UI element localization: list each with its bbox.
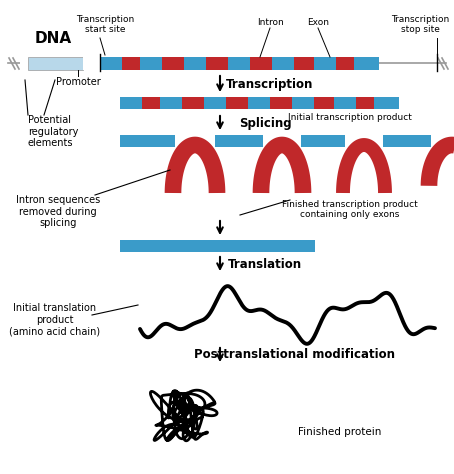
Bar bbox=[120, 135, 175, 147]
Bar bbox=[204, 97, 226, 109]
Bar bbox=[122, 57, 140, 70]
Bar bbox=[228, 57, 250, 70]
Text: Intron sequences
removed during
splicing: Intron sequences removed during splicing bbox=[16, 195, 100, 228]
Bar bbox=[226, 97, 248, 109]
Text: DNA: DNA bbox=[35, 30, 72, 46]
Bar bbox=[120, 240, 315, 252]
Bar bbox=[272, 57, 294, 70]
Bar bbox=[28, 57, 83, 70]
Bar bbox=[270, 97, 292, 109]
Bar bbox=[354, 57, 379, 70]
Bar bbox=[100, 57, 122, 70]
Text: Posttranslational modification: Posttranslational modification bbox=[194, 348, 395, 362]
Bar bbox=[248, 97, 270, 109]
Bar bbox=[314, 57, 336, 70]
Bar bbox=[184, 57, 206, 70]
Text: Intron: Intron bbox=[257, 18, 283, 27]
Text: Translation: Translation bbox=[228, 257, 302, 271]
Bar bbox=[140, 57, 162, 70]
Text: Initial translation
product
(amino acid chain): Initial translation product (amino acid … bbox=[10, 303, 101, 337]
Bar bbox=[83, 57, 100, 70]
Bar bbox=[182, 97, 204, 109]
Bar bbox=[206, 57, 228, 70]
Bar bbox=[314, 97, 334, 109]
Bar bbox=[356, 97, 374, 109]
Text: Exon: Exon bbox=[307, 18, 329, 27]
Text: Transcription
stop site: Transcription stop site bbox=[391, 15, 449, 35]
Bar bbox=[250, 57, 272, 70]
Bar bbox=[120, 97, 142, 109]
Bar bbox=[383, 135, 431, 147]
Bar bbox=[162, 57, 184, 70]
Text: Transcription: Transcription bbox=[226, 78, 314, 91]
Text: Initial transcription product: Initial transcription product bbox=[288, 113, 412, 122]
Text: Promoter: Promoter bbox=[56, 77, 100, 87]
Bar bbox=[334, 97, 356, 109]
Text: Potential
regulatory
elements: Potential regulatory elements bbox=[28, 115, 79, 148]
Bar bbox=[374, 97, 399, 109]
Bar bbox=[301, 135, 345, 147]
Bar bbox=[292, 97, 314, 109]
Text: Finished protein: Finished protein bbox=[298, 427, 382, 437]
Bar bbox=[336, 57, 354, 70]
Bar bbox=[142, 97, 160, 109]
Bar bbox=[215, 135, 263, 147]
Bar bbox=[294, 57, 314, 70]
Bar bbox=[20, 57, 115, 70]
Text: Transcription
start site: Transcription start site bbox=[76, 15, 134, 35]
Text: Finished transcription product
containing only exons: Finished transcription product containin… bbox=[282, 200, 418, 219]
Bar bbox=[160, 97, 182, 109]
Text: Splicing: Splicing bbox=[239, 117, 291, 129]
